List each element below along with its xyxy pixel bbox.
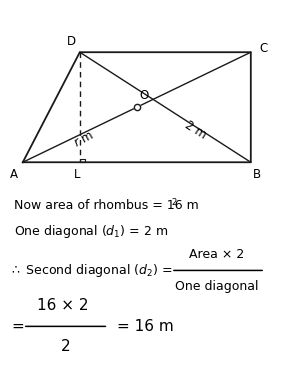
Text: L: L <box>74 168 80 181</box>
Text: Now area of rhombus = 16 m: Now area of rhombus = 16 m <box>14 199 199 211</box>
Text: 16 × 2: 16 × 2 <box>37 298 88 313</box>
Text: $\therefore$ Second diagonal ($d_2$) =: $\therefore$ Second diagonal ($d_2$) = <box>9 262 172 279</box>
Text: 2: 2 <box>61 339 70 354</box>
Text: C: C <box>259 42 268 55</box>
Text: = 16 m: = 16 m <box>117 319 174 334</box>
Text: A: A <box>10 168 18 181</box>
Text: D: D <box>67 35 76 48</box>
Text: O: O <box>140 89 149 101</box>
Text: Area × 2: Area × 2 <box>189 248 244 261</box>
Text: =: = <box>11 319 24 334</box>
Text: One diagonal ($d_1$) = 2 m: One diagonal ($d_1$) = 2 m <box>14 223 168 240</box>
Text: 2 m: 2 m <box>182 119 208 142</box>
Text: $r$ m: $r$ m <box>72 128 96 150</box>
Text: 2: 2 <box>172 198 177 207</box>
Text: One diagonal: One diagonal <box>175 280 258 293</box>
Text: B: B <box>253 168 260 181</box>
